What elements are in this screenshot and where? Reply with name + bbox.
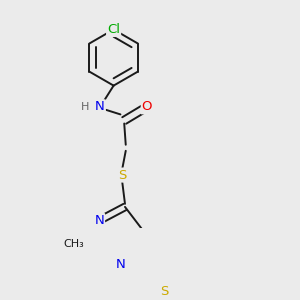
Text: N: N: [94, 214, 104, 227]
Text: S: S: [160, 285, 169, 298]
Text: O: O: [142, 100, 152, 113]
Text: CH₃: CH₃: [63, 239, 84, 249]
Text: Cl: Cl: [107, 23, 120, 36]
Text: N: N: [95, 100, 105, 113]
Text: N: N: [116, 258, 125, 271]
Text: S: S: [118, 169, 126, 182]
Text: H: H: [81, 102, 89, 112]
